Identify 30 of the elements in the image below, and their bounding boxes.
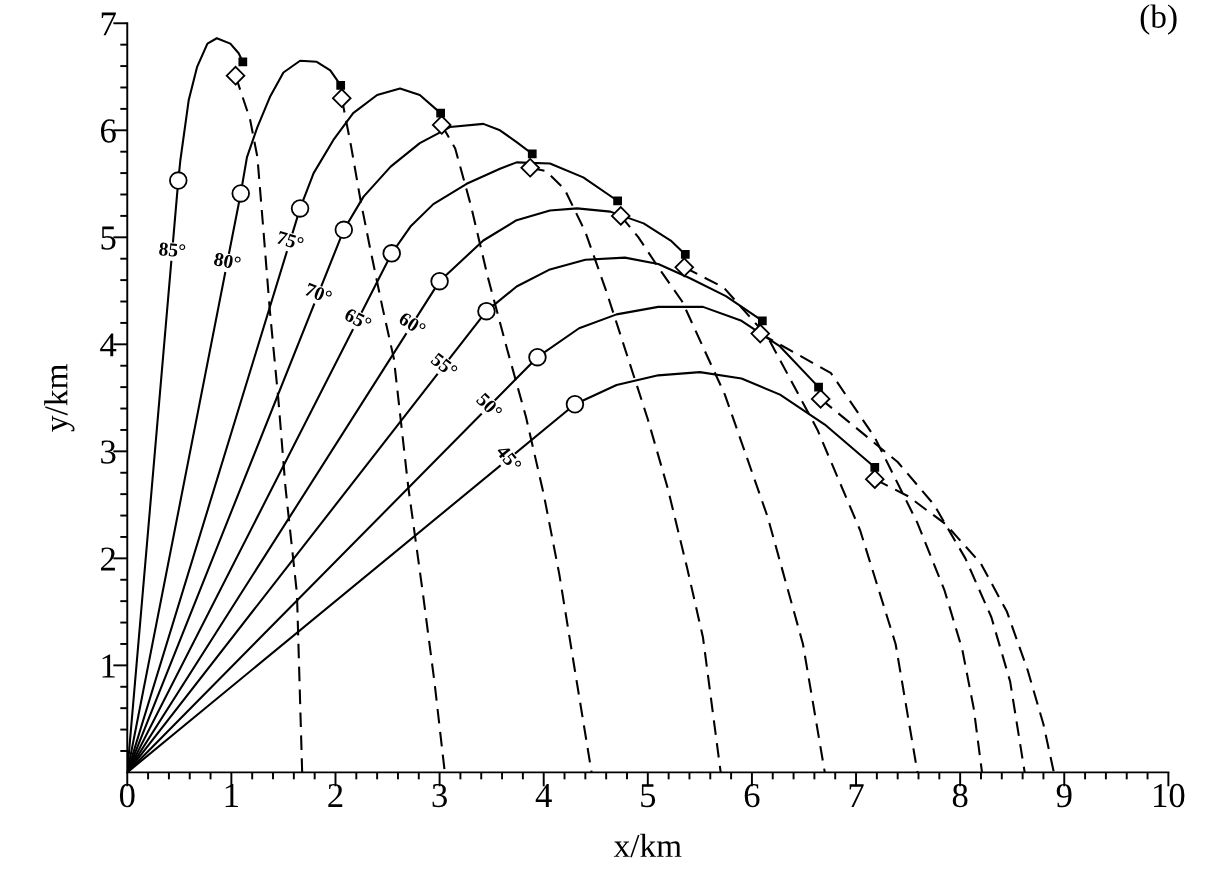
- text: 55°: [430, 352, 459, 379]
- x-tick-label: 6: [744, 783, 760, 808]
- y-tick-label: 1: [102, 654, 115, 678]
- y-tick-label: 7: [101, 12, 116, 36]
- annotation: (b): [1140, 4, 1177, 35]
- text: 65°: [343, 307, 373, 331]
- text: 70°: [304, 282, 333, 305]
- x-tick-label: 2: [328, 783, 343, 807]
- text: 45°: [495, 443, 523, 473]
- x-tick-label: 0: [119, 783, 135, 808]
- text: 75°: [276, 230, 305, 251]
- y-axis-title: y/km: [44, 364, 75, 432]
- y-tick-label: 5: [101, 226, 116, 250]
- x-tick-label: 4: [535, 784, 552, 807]
- series-label: 85°: [158, 242, 186, 258]
- x-tick-label: 10: [1154, 783, 1185, 808]
- text: 60°: [397, 311, 427, 337]
- y-tick-label: 2: [101, 547, 115, 571]
- x-tick-label: 5: [641, 784, 656, 808]
- y-tick-label: 6: [100, 119, 116, 143]
- x-tick-label: 9: [1056, 783, 1072, 808]
- text: 50°: [475, 392, 504, 420]
- x-tick-label: 7: [849, 784, 864, 807]
- x-tick-label: 1: [225, 783, 238, 807]
- x-tick-label: 3: [432, 783, 447, 808]
- x-tick-label: 8: [952, 783, 968, 808]
- x-axis-title: x/km: [613, 833, 682, 858]
- y-tick-label: 4: [100, 333, 117, 357]
- y-tick-label: 3: [101, 440, 116, 464]
- text: 80°: [213, 252, 242, 271]
